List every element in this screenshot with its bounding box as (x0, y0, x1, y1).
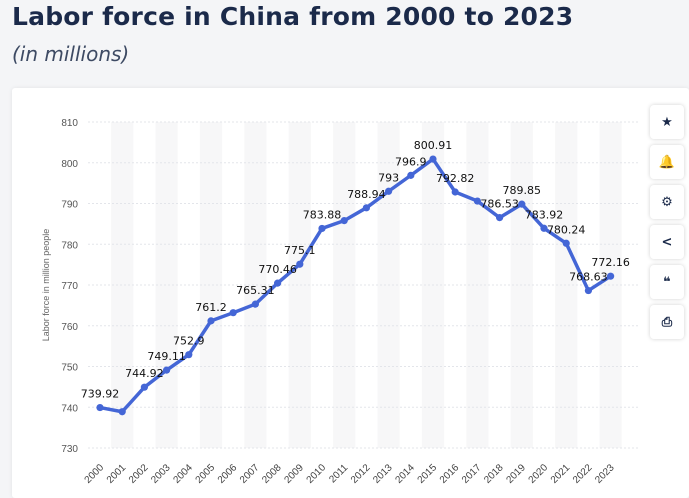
x-tick-label: 2021 (549, 462, 573, 486)
x-tick-label: 2005 (194, 462, 218, 486)
quote-icon: ❝ (663, 274, 671, 290)
x-tick-label: 2007 (238, 462, 262, 486)
data-label: 792.82 (436, 172, 475, 185)
data-label: 744.92 (125, 367, 164, 380)
x-tick-label: 2011 (327, 462, 350, 485)
data-point (584, 286, 593, 295)
page-subtitle: (in millions) (12, 42, 130, 66)
y-tick-label: 730 (61, 444, 78, 455)
data-point (473, 197, 481, 205)
data-point (318, 224, 326, 233)
data-label: 783.88 (303, 208, 342, 221)
column-band (155, 122, 178, 448)
page-title: Labor force in China from 2000 to 2023 (12, 2, 574, 31)
y-tick-label: 810 (61, 118, 78, 129)
data-label: 739.92 (81, 388, 120, 401)
data-point (207, 317, 215, 325)
x-tick-label: 2010 (305, 462, 329, 486)
data-label: 789.85 (503, 184, 542, 197)
x-tick-label: 2006 (216, 462, 240, 486)
y-axis-label: Labor force in million people (41, 229, 51, 342)
x-tick-label: 2004 (171, 462, 195, 486)
y-tick-label: 740 (61, 403, 78, 414)
data-point (429, 155, 437, 163)
data-label: 775.1 (284, 244, 316, 257)
data-point (140, 383, 148, 391)
x-tick-label: 2009 (282, 462, 306, 486)
x-tick-label: 2023 (593, 462, 617, 486)
data-label: 761.2 (195, 301, 227, 314)
x-tick-label: 2012 (349, 462, 373, 486)
data-label: 793 (378, 171, 399, 184)
y-tick-label: 760 (61, 322, 78, 333)
share-icon: < (661, 234, 673, 250)
x-tick-label: 2017 (460, 462, 484, 486)
gear-button[interactable]: ⚙ (650, 185, 684, 219)
print-icon: ⎙ (661, 314, 673, 330)
quote-button[interactable]: ❝ (650, 265, 684, 299)
data-label: 770.46 (258, 263, 297, 276)
data-point (96, 403, 104, 412)
star-button[interactable]: ★ (650, 105, 684, 139)
data-label: 786.53 (480, 198, 519, 211)
star-icon: ★ (661, 114, 673, 130)
y-tick-label: 780 (61, 240, 78, 251)
column-band (599, 122, 622, 448)
print-button[interactable]: ⎙ (650, 305, 684, 339)
bell-button[interactable]: 🔔 (650, 145, 684, 179)
gear-icon: ⚙ (661, 194, 673, 210)
data-label: 765.31 (236, 284, 275, 297)
chart-toolbar: ★ 🔔 ⚙ < ❝ ⎙ (650, 105, 684, 345)
data-point (296, 260, 304, 268)
x-tick-label: 2019 (504, 462, 528, 486)
x-tick-label: 2001 (105, 462, 129, 486)
x-tick-label: 2013 (371, 462, 395, 486)
data-label: 772.16 (591, 256, 630, 269)
data-point (407, 171, 415, 179)
x-tick-label: 2018 (482, 462, 506, 486)
data-point (385, 187, 393, 195)
data-point (185, 351, 193, 359)
x-tick-label: 2022 (571, 462, 595, 486)
data-point (451, 188, 459, 196)
data-point (118, 408, 126, 416)
data-point (163, 366, 171, 374)
y-tick-label: 790 (61, 200, 78, 211)
x-tick-label: 2000 (83, 462, 107, 486)
series-line (99, 157, 612, 414)
x-tick-label: 2014 (393, 462, 417, 486)
bell-icon: 🔔 (658, 154, 676, 170)
x-tick-label: 2002 (127, 462, 151, 486)
x-tick-label: 2020 (527, 462, 551, 486)
data-label: 796.9 (395, 155, 427, 168)
data-point (518, 200, 526, 208)
share-button[interactable]: < (650, 225, 684, 259)
data-label: 780.24 (547, 223, 586, 236)
y-tick-label: 770 (61, 281, 78, 292)
data-point (251, 300, 259, 308)
data-label: 800.91 (414, 139, 453, 152)
data-point (340, 217, 348, 225)
x-tick-label: 2016 (438, 462, 462, 486)
data-label: 752.9 (173, 335, 205, 348)
y-tick-label: 800 (61, 159, 78, 170)
data-label: 788.94 (347, 188, 386, 201)
data-point (607, 272, 615, 280)
data-point (496, 214, 504, 222)
data-label: 749.11 (147, 350, 186, 363)
data-point (540, 224, 548, 232)
data-point (562, 239, 570, 247)
data-point (229, 309, 237, 317)
x-tick-label: 2015 (416, 462, 440, 486)
y-tick-label: 750 (61, 363, 78, 374)
x-tick-label: 2003 (149, 462, 173, 486)
column-band (199, 122, 223, 448)
x-tick-label: 2008 (260, 462, 284, 486)
data-label: 783.92 (525, 208, 564, 221)
data-point (274, 279, 282, 287)
data-point (362, 204, 370, 212)
data-label: 768.63 (569, 271, 608, 284)
